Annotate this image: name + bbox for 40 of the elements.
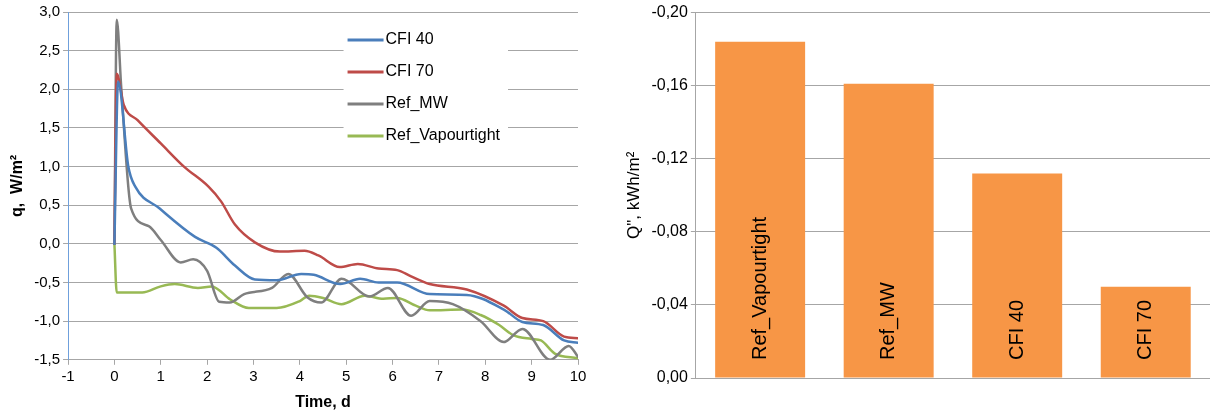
- x-tick-label: 3: [249, 366, 258, 384]
- x-tick-label: 0: [110, 366, 119, 384]
- y-tick-label: 0,0: [39, 234, 61, 252]
- y-tick-label: -1,0: [34, 311, 61, 329]
- y-tick-label: 0,00: [656, 368, 688, 386]
- y-tick-label: -0,12: [651, 149, 688, 167]
- y-tick-label: -0,5: [34, 272, 61, 290]
- y-tick-label: 0,5: [39, 195, 61, 213]
- y-tick-label: 1,5: [39, 118, 61, 136]
- x-tick-label: Ref_MW: [876, 282, 900, 360]
- x-tick-label: 8: [481, 366, 490, 384]
- line-series: [113, 242, 578, 360]
- y-tick-label: 3,0: [39, 2, 61, 20]
- y-tick-label: 2,0: [39, 79, 61, 97]
- y-axis-title: Q", kWh/m²: [623, 151, 643, 239]
- x-tick-label: 1: [156, 366, 165, 384]
- legend-label: Ref_MW: [385, 94, 449, 113]
- x-tick-label: 10: [569, 366, 587, 384]
- y-tick-label: -0,20: [651, 3, 688, 21]
- legend-label: CFI 40: [385, 30, 434, 48]
- y-tick-label: 1,0: [39, 156, 61, 174]
- legend-label: CFI 70: [385, 62, 434, 80]
- x-tick-label: Ref_Vapourtight: [747, 216, 771, 360]
- x-tick-label: CFI 70: [1133, 299, 1156, 360]
- x-tick-label: 6: [388, 366, 397, 384]
- legend-label: Ref_Vapourtight: [385, 126, 501, 145]
- x-tick-label: 5: [342, 366, 351, 384]
- y-tick-label: -0,04: [651, 295, 688, 313]
- x-tick-label: 9: [527, 366, 536, 384]
- y-tick-label: -1,5: [34, 349, 61, 367]
- y-tick-label: -0,08: [651, 222, 688, 240]
- x-tick-label: -1: [61, 366, 75, 384]
- y-axis-title: q, W/m²: [8, 154, 26, 218]
- y-tick-label: 2,5: [39, 40, 61, 58]
- x-tick-label: 4: [295, 366, 305, 384]
- x-tick-label: CFI 40: [1004, 299, 1027, 360]
- y-tick-label: -0,16: [651, 76, 688, 94]
- x-axis-title: Time, d: [295, 392, 351, 410]
- x-tick-label: 7: [434, 366, 444, 384]
- x-tick-label: 2: [202, 366, 212, 384]
